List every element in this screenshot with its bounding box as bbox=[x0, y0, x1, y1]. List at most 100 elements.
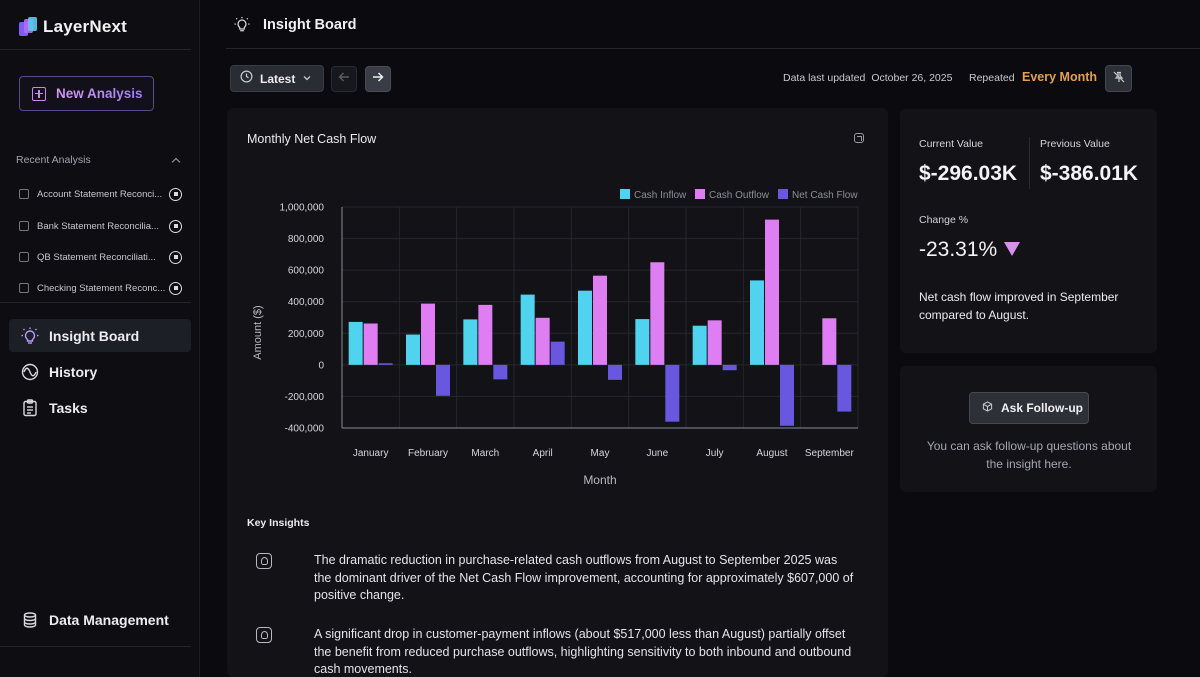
bar-cash-inflow bbox=[463, 319, 478, 365]
previous-button[interactable] bbox=[331, 66, 357, 92]
data-last-updated-date: October 26, 2025 bbox=[871, 72, 953, 84]
sidebar: LayerNext New Analysis Recent Analysis A… bbox=[0, 0, 200, 677]
chevron-up-icon[interactable] bbox=[171, 157, 181, 166]
sidebar-item-tasks[interactable]: Tasks bbox=[9, 391, 191, 424]
cube-icon bbox=[19, 283, 29, 293]
stop-icon[interactable] bbox=[169, 187, 182, 201]
previous-value: $-386.01K bbox=[1040, 162, 1139, 185]
previous-value-label: Previous Value bbox=[1040, 138, 1110, 150]
bar-net-cash-flow bbox=[837, 364, 852, 412]
stop-icon[interactable] bbox=[169, 219, 182, 233]
legend-label: Cash Inflow bbox=[634, 190, 687, 201]
x-tick-label: May bbox=[591, 448, 610, 459]
recent-analysis-title: Recent Analysis bbox=[16, 154, 91, 166]
insight-item: A significant drop in customer-payment i… bbox=[247, 626, 877, 677]
insight-summary: Net cash flow improved in September comp… bbox=[919, 290, 1119, 322]
bulb-icon bbox=[256, 627, 272, 643]
recent-analysis-item[interactable]: QB Statement Reconciliati... bbox=[19, 249, 182, 265]
recent-analysis-label: Account Statement Reconci... bbox=[37, 188, 163, 200]
y-axis-label: Amount ($) bbox=[252, 305, 264, 359]
recent-analysis-item[interactable]: Bank Statement Reconcilia... bbox=[19, 218, 182, 234]
x-tick-label: February bbox=[408, 448, 448, 459]
bar-net-cash-flow bbox=[780, 364, 794, 426]
bar-cash-outflow bbox=[478, 304, 493, 365]
y-tick-label: 1,000,000 bbox=[280, 203, 325, 214]
stop-icon[interactable] bbox=[169, 281, 182, 295]
sidebar-item-label: History bbox=[49, 363, 98, 380]
bar-net-cash-flow bbox=[608, 364, 622, 380]
x-tick-label: July bbox=[706, 448, 724, 459]
layernext-logo-icon bbox=[19, 17, 37, 37]
follow-up-panel: Ask Follow-up You can ask follow-up ques… bbox=[900, 366, 1157, 492]
sidebar-item-label: Insight Board bbox=[49, 327, 140, 344]
chevron-down-icon bbox=[302, 70, 312, 88]
arrow-right-icon bbox=[372, 71, 384, 87]
bar-cash-outflow bbox=[707, 320, 722, 365]
recent-analysis-label: Checking Statement Reconc... bbox=[37, 282, 165, 294]
chart-panel: Monthly Net Cash Flow 1,000,000 800,000 60… bbox=[227, 108, 888, 677]
legend-swatch bbox=[620, 189, 630, 199]
insight-text: The dramatic reduction in purchase-relat… bbox=[314, 553, 854, 602]
bar-net-cash-flow bbox=[436, 364, 450, 396]
legend-label: Net Cash Flow bbox=[792, 190, 858, 201]
bar-net-cash-flow bbox=[493, 364, 508, 380]
y-tick-label: 600,000 bbox=[288, 266, 325, 277]
sidebar-item-label: Data Management bbox=[49, 611, 169, 628]
x-tick-label: September bbox=[805, 448, 855, 459]
x-tick-label: January bbox=[353, 448, 389, 459]
metrics-panel: Current Value $-296.03K Previous Value $… bbox=[900, 109, 1157, 353]
legend-swatch bbox=[778, 189, 788, 199]
bar-cash-outflow bbox=[650, 262, 665, 365]
next-button[interactable] bbox=[365, 66, 391, 92]
bar-cash-outflow bbox=[363, 323, 378, 365]
ask-follow-up-button[interactable]: Ask Follow-up bbox=[969, 392, 1089, 424]
bar-net-cash-flow bbox=[378, 363, 393, 365]
net-cash-flow-chart: 1,000,000 800,000 600,000 400,000 200,000 0 -2… bbox=[252, 189, 859, 487]
chart-title: Monthly Net Cash Flow bbox=[247, 132, 377, 146]
repeat-frequency[interactable]: Every Month bbox=[1022, 70, 1098, 84]
unpin-button[interactable] bbox=[1105, 65, 1132, 92]
version-select[interactable]: Latest bbox=[230, 65, 324, 92]
sidebar-item-insight-board[interactable]: Insight Board bbox=[9, 319, 191, 352]
bar-cash-inflow bbox=[635, 319, 650, 365]
bulb-icon bbox=[21, 327, 39, 345]
x-tick-label: March bbox=[471, 448, 499, 459]
app-name: LayerNext bbox=[43, 17, 128, 36]
recent-analysis-item[interactable]: Checking Statement Reconc... bbox=[19, 280, 182, 296]
database-icon bbox=[21, 611, 39, 629]
app-logo[interactable]: LayerNext bbox=[19, 17, 127, 37]
key-insights-title: Key Insights bbox=[247, 517, 310, 529]
bar-cash-inflow bbox=[578, 290, 592, 365]
cube-icon bbox=[982, 399, 993, 417]
sidebar-item-history[interactable]: History bbox=[9, 355, 191, 388]
new-analysis-button[interactable]: New Analysis bbox=[19, 76, 154, 111]
bar-cash-inflow bbox=[406, 334, 420, 365]
plus-square-icon bbox=[32, 86, 46, 101]
recent-analysis-header[interactable]: Recent Analysis bbox=[16, 154, 182, 166]
cube-icon bbox=[19, 221, 29, 231]
stop-icon[interactable] bbox=[169, 250, 182, 264]
current-value-label: Current Value bbox=[919, 138, 984, 150]
metrics-divider bbox=[1029, 137, 1030, 189]
legend-swatch bbox=[695, 189, 705, 199]
follow-up-help-text: You can ask follow-up questions about th… bbox=[926, 439, 1132, 471]
recent-analysis-item[interactable]: Account Statement Reconci... bbox=[19, 186, 182, 202]
data-last-updated-label: Data last updated bbox=[783, 72, 866, 84]
bulb-icon bbox=[234, 16, 250, 38]
repeated-label: Repeated bbox=[969, 72, 1015, 84]
clock-icon bbox=[240, 70, 253, 88]
page-header: Insight Board bbox=[226, 0, 1200, 49]
new-analysis-label: New Analysis bbox=[56, 86, 143, 101]
y-tick-label: 400,000 bbox=[288, 297, 325, 308]
ask-follow-up-label: Ask Follow-up bbox=[1001, 401, 1083, 415]
y-tick-label: 800,000 bbox=[288, 234, 325, 245]
x-axis-label: Month bbox=[583, 473, 616, 487]
change-value: -23.31% bbox=[919, 238, 998, 261]
sidebar-item-data-management[interactable]: Data Management bbox=[9, 603, 191, 636]
cube-icon bbox=[19, 189, 29, 199]
expand-icon[interactable] bbox=[854, 133, 864, 143]
recent-analysis-label: Bank Statement Reconcilia... bbox=[37, 220, 159, 232]
bar-net-cash-flow bbox=[665, 364, 680, 422]
change-label: Change % bbox=[919, 214, 969, 226]
version-select-label: Latest bbox=[260, 71, 296, 86]
